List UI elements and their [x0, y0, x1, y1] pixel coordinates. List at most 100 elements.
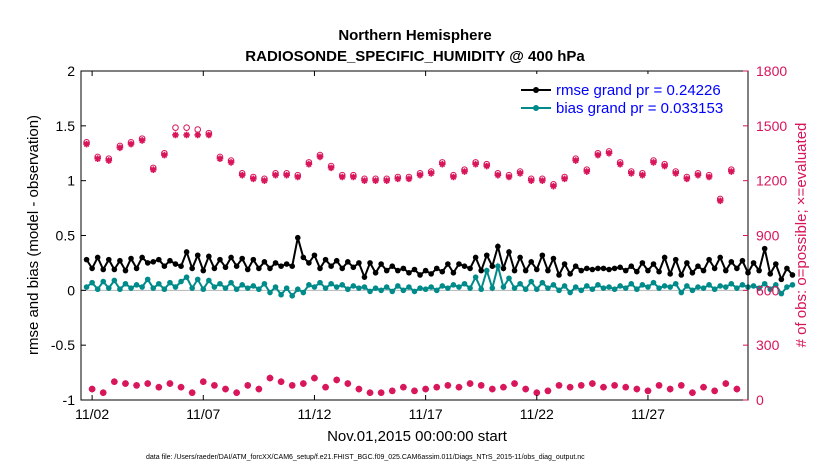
rmse-point — [578, 267, 585, 274]
bias-point — [467, 285, 473, 291]
x-axis-label: Nov.01,2015 00:00:00 start — [327, 428, 508, 445]
rmse-point — [561, 261, 568, 267]
obs-evaluated-point — [194, 131, 202, 139]
bias-point — [306, 282, 312, 288]
bias-point — [584, 283, 590, 289]
bias-point — [239, 282, 245, 288]
obs-evaluated-point — [516, 170, 524, 177]
rmse-point — [539, 252, 546, 259]
bias-point — [122, 280, 129, 287]
bias-point — [756, 285, 762, 291]
bias-point — [639, 282, 646, 288]
obs-evaluated-point — [266, 374, 274, 382]
x-tick-label: 11/22 — [520, 406, 554, 422]
obs-evaluated-point — [288, 382, 296, 389]
rmse-point — [200, 267, 207, 274]
obs-evaluated-point — [561, 175, 568, 183]
obs-evaluated-point — [316, 153, 324, 161]
rmse-point — [711, 265, 718, 272]
obs-evaluated-point — [400, 383, 407, 391]
bias-point — [111, 277, 118, 284]
bias-point — [717, 283, 724, 289]
bias-point — [244, 285, 251, 291]
rmse-point — [317, 265, 323, 272]
bias-point — [561, 283, 568, 289]
obs-evaluated-point — [705, 173, 713, 181]
bias-point — [711, 286, 718, 293]
rmse-point — [150, 259, 157, 265]
bias-point — [622, 285, 629, 291]
bias-point — [83, 284, 90, 290]
bias-point — [650, 279, 657, 286]
rmse-point — [322, 256, 329, 263]
obs-evaluated-point — [444, 382, 452, 389]
obs-evaluated-point — [689, 389, 696, 396]
obs-evaluated-point — [377, 389, 385, 396]
legend-rmse-label: rmse grand pr = 0.24226 — [556, 82, 721, 99]
rmse-point — [189, 265, 195, 272]
bias-point — [378, 287, 384, 294]
obs-evaluated-point — [622, 383, 630, 391]
obs-evaluated-point — [216, 155, 224, 163]
rmse-point — [139, 254, 145, 261]
obs-evaluated-point — [728, 168, 735, 175]
obs-evaluated-point — [250, 175, 257, 183]
rmse-point — [489, 263, 496, 270]
obs-evaluated-point — [711, 387, 718, 395]
x-tick-label: 11/02 — [75, 406, 109, 422]
obs-evaluated-point — [177, 383, 185, 391]
rmse-point — [772, 261, 779, 267]
obs-evaluated-point — [683, 175, 691, 183]
rmse-point — [128, 255, 134, 262]
rmse-point — [361, 274, 368, 280]
bias-point — [345, 286, 351, 293]
rmse-point — [667, 271, 673, 277]
obs-evaluated-point — [166, 380, 174, 387]
rmse-point — [261, 259, 268, 265]
bias-point — [533, 286, 540, 293]
bias-point — [728, 280, 735, 287]
rmse-point — [89, 265, 95, 272]
bias-point — [645, 284, 651, 290]
rmse-point — [606, 266, 612, 273]
obs-evaluated-point — [577, 382, 585, 389]
obs-evaluated-point — [294, 173, 302, 181]
bias-point — [550, 282, 557, 288]
obs-evaluated-point — [611, 382, 618, 389]
rmse-point — [778, 276, 785, 283]
bias-point — [272, 284, 279, 290]
rmse-point — [300, 254, 307, 261]
rmse-line — [85, 237, 794, 282]
rmse-point — [584, 265, 590, 272]
bias-point — [700, 285, 707, 291]
obs-evaluated-point — [111, 378, 118, 386]
bias-point — [389, 288, 396, 295]
rmse-point — [728, 259, 735, 265]
obs-evaluated-point — [227, 159, 235, 166]
obs-evaluated-point — [644, 387, 652, 395]
y-tick-label: 2 — [67, 63, 75, 79]
rmse-point — [278, 263, 284, 270]
rmse-point — [784, 265, 790, 272]
rmse-point — [183, 249, 190, 255]
obs-evaluated-point — [483, 162, 491, 170]
bias-point — [367, 288, 373, 295]
rmse-point — [445, 261, 451, 267]
obs-evaluated-point — [566, 383, 574, 391]
rmse-point — [117, 257, 123, 264]
rmse-point — [105, 256, 112, 263]
rmse-point — [756, 267, 762, 274]
obs-evaluated-point — [222, 385, 229, 393]
rmse-point — [244, 266, 251, 273]
rmse-point — [294, 234, 301, 241]
obs-evaluated-point — [450, 173, 457, 181]
rmse-point — [233, 263, 240, 270]
bias-point — [634, 286, 640, 293]
rmse-point — [350, 264, 357, 271]
rmse-point — [339, 265, 346, 272]
obs-evaluated-point — [527, 177, 535, 184]
bias-point — [784, 284, 790, 290]
obs-evaluated-point — [511, 380, 518, 387]
bias-point — [105, 285, 112, 291]
